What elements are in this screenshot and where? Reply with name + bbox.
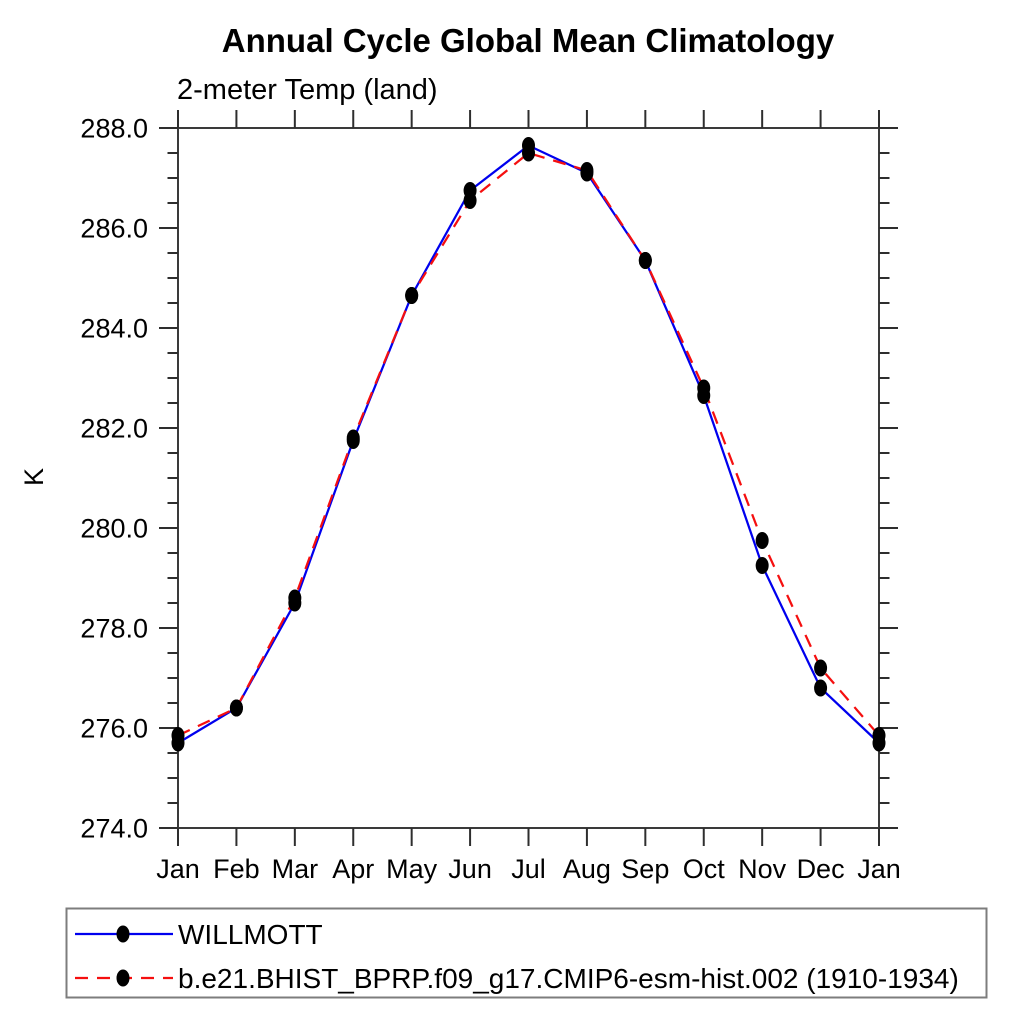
legend-label-willmott: WILLMOTT — [178, 919, 323, 950]
y-tick-label: 274.0 — [80, 814, 148, 844]
y-tick-label: 284.0 — [80, 314, 148, 344]
x-tick-label: Mar — [272, 854, 319, 884]
legend-box — [65, 907, 988, 999]
x-tick-label: Sep — [621, 854, 669, 884]
y-tick-label: 276.0 — [80, 714, 148, 744]
data-point-marker-1 — [171, 727, 185, 744]
x-tick-label: Jan — [156, 854, 200, 884]
data-point-marker-1 — [405, 287, 419, 304]
legend-entry-willmott: WILLMOTT — [75, 919, 323, 950]
y-tick-label: 288.0 — [80, 114, 148, 144]
legend-marker-icon — [116, 925, 130, 943]
data-point-marker-1 — [814, 659, 828, 677]
x-tick-label: Dec — [797, 854, 845, 884]
x-tick-label: Nov — [738, 854, 787, 884]
chart-subtitle: 2-meter Temp (land) — [177, 74, 438, 106]
chart-title: Annual Cycle Global Mean Climatology — [222, 22, 835, 59]
data-point-marker-1 — [522, 144, 535, 162]
data-point-marker-1 — [638, 252, 652, 269]
x-tick-label: Oct — [683, 854, 726, 884]
data-point-marker-1 — [755, 532, 769, 549]
plot-frame — [177, 127, 880, 829]
series-line-0 — [177, 144, 880, 744]
y-tick-label: 278.0 — [80, 614, 148, 644]
y-tick-label: 280.0 — [80, 514, 148, 544]
legend-entry-model: b.e21.BHIST_BPRP.f09_g17.CMIP6-esm-hist.… — [75, 963, 959, 994]
data-point-marker-1 — [697, 379, 711, 397]
x-tick-label: May — [386, 854, 438, 884]
data-point-marker-1 — [229, 699, 243, 717]
x-tick-label: Jan — [857, 854, 901, 884]
data-point-marker-1 — [463, 192, 477, 209]
y-tick-label: 282.0 — [80, 414, 148, 444]
y-tick-label: 286.0 — [80, 214, 148, 244]
plot-area: Jan Feb Mar Apr May Jun Jul Aug Sep Oct Nov Dec Jan 2… — [80, 110, 901, 884]
legend: WILLMOTT b.e21.BHIST_BPRP.f09_g17.CMIP6-… — [65, 907, 988, 999]
series-line-1 — [177, 151, 880, 737]
x-tick-label: Aug — [563, 854, 611, 884]
data-point-marker-0 — [814, 679, 828, 697]
data-point-marker-1 — [872, 727, 886, 744]
x-tick-label: Jun — [448, 854, 492, 884]
legend-label-model: b.e21.BHIST_BPRP.f09_g17.CMIP6-esm-hist.… — [178, 963, 959, 994]
x-tick-label: Jul — [511, 854, 546, 884]
y-axis-title: K — [19, 468, 49, 486]
data-point-marker-1 — [580, 162, 594, 179]
data-point-marker-1 — [288, 589, 302, 607]
x-tick-label: Feb — [213, 854, 260, 884]
x-tick-label: Apr — [332, 854, 374, 884]
legend-marker-icon — [116, 969, 130, 987]
data-point-marker-0 — [755, 557, 769, 574]
data-point-marker-1 — [346, 429, 360, 447]
